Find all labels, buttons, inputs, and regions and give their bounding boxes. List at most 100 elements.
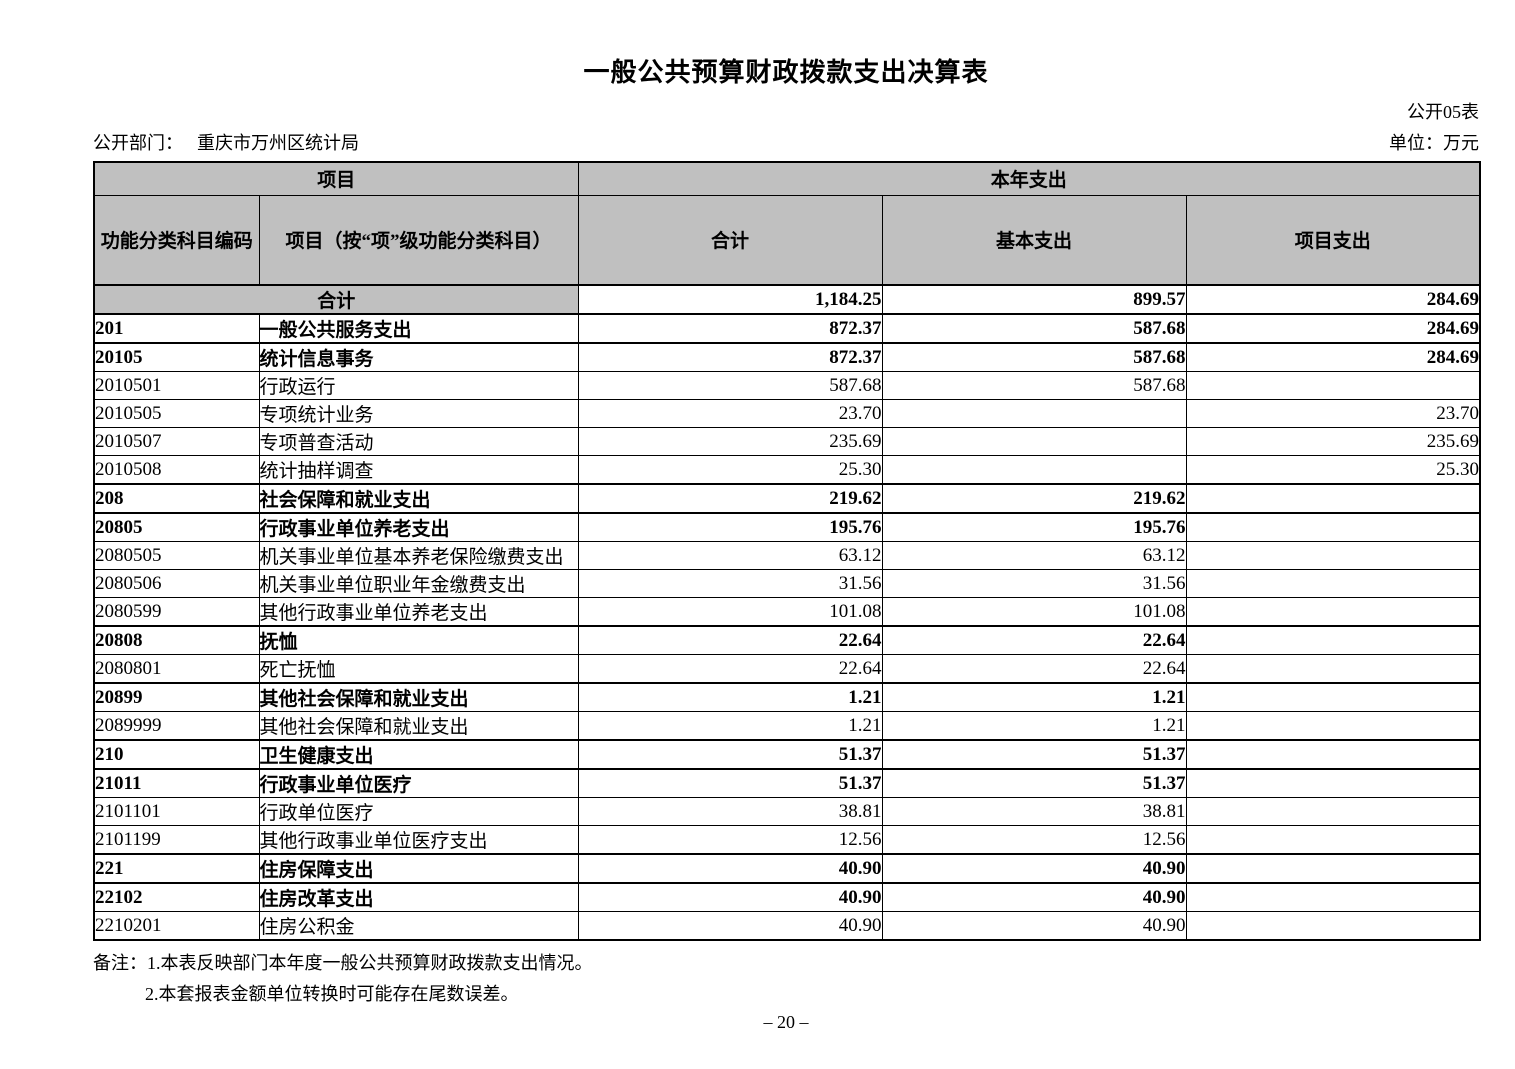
basic-cell: 40.90 [881, 853, 1187, 884]
basic-cell: 587.68 [881, 342, 1187, 372]
table-row: 2080505 机关事业单位基本养老保险缴费支出 63.12 63.12 [93, 541, 1481, 570]
header-columns-row: 功能分类科目编码 项目（按“项”级功能分类科目） 合计 基本支出 项目支出 [93, 194, 1481, 286]
total-cell: 22.64 [577, 625, 883, 655]
total-cell: 587.68 [577, 371, 883, 400]
table-row: 20899 其他社会保障和就业支出 1.21 1.21 [93, 682, 1481, 712]
col-header-total: 合计 [577, 194, 883, 286]
table-row: 20105 统计信息事务 872.37 587.68 284.69 [93, 342, 1481, 372]
total-cell: 23.70 [577, 399, 883, 428]
page-title: 一般公共预算财政拨款支出决算表 [583, 58, 989, 87]
project-cell [1185, 625, 1481, 655]
name-cell: 死亡抚恤 [258, 654, 579, 684]
budget-table: 项目 本年支出 功能分类科目编码 项目（按“项”级功能分类科目） 合计 基本支出… [93, 161, 1482, 941]
col-header-item-name: 项目（按“项”级功能分类科目） [258, 194, 579, 286]
name-cell: 其他行政事业单位养老支出 [258, 597, 579, 627]
basic-cell: 195.76 [881, 512, 1187, 542]
total-cell: 1.21 [577, 682, 883, 712]
code-cell: 20805 [93, 512, 260, 542]
name-cell: 机关事业单位职业年金缴费支出 [258, 569, 579, 598]
project-cell [1185, 483, 1481, 514]
code-cell: 20899 [93, 682, 260, 712]
code-cell: 2080505 [93, 541, 260, 570]
project-cell [1185, 597, 1481, 627]
basic-cell: 219.62 [881, 483, 1187, 514]
header-group-row: 项目 本年支出 [93, 161, 1481, 196]
code-cell: 2101199 [93, 825, 260, 855]
table-row: 21011 行政事业单位医疗 51.37 51.37 [93, 768, 1481, 798]
table-row: 208 社会保障和就业支出 219.62 219.62 [93, 483, 1481, 514]
name-cell: 统计信息事务 [258, 342, 579, 372]
total-cell: 40.90 [577, 853, 883, 884]
basic-cell: 12.56 [881, 825, 1187, 855]
basic-cell: 22.64 [881, 654, 1187, 684]
basic-cell: 899.57 [881, 284, 1187, 315]
basic-cell: 587.68 [881, 371, 1187, 400]
project-cell [1185, 853, 1481, 884]
basic-cell: 40.90 [881, 911, 1187, 941]
table-row: 20805 行政事业单位养老支出 195.76 195.76 [93, 512, 1481, 542]
department-label: 公开部门： [93, 133, 183, 153]
project-cell [1185, 911, 1481, 941]
code-cell: 201 [93, 313, 260, 344]
project-cell: 284.69 [1185, 284, 1481, 315]
code-cell: 210 [93, 739, 260, 770]
table-row: 2089999 其他社会保障和就业支出 1.21 1.21 [93, 711, 1481, 741]
project-cell [1185, 541, 1481, 570]
unit-label: 单位：万元 [1389, 133, 1479, 153]
table-row: 210 卫生健康支出 51.37 51.37 [93, 739, 1481, 770]
total-cell: 40.90 [577, 882, 883, 912]
total-cell: 31.56 [577, 569, 883, 598]
table-row: 2101101 行政单位医疗 38.81 38.81 [93, 797, 1481, 826]
table-row: 2101199 其他行政事业单位医疗支出 12.56 12.56 [93, 825, 1481, 855]
code-cell: 20808 [93, 625, 260, 655]
basic-cell: 22.64 [881, 625, 1187, 655]
total-row: 合计 1,184.25 899.57 284.69 [93, 284, 1481, 315]
name-cell: 统计抽样调查 [258, 455, 579, 485]
name-cell: 其他社会保障和就业支出 [258, 711, 579, 741]
name-cell: 其他社会保障和就业支出 [258, 682, 579, 712]
header-group-current-year-expenditure: 本年支出 [577, 161, 1481, 196]
project-cell: 23.70 [1185, 399, 1481, 428]
note-line: 2.本套报表金额单位转换时可能存在尾数误差。 [145, 984, 519, 1004]
total-cell: 872.37 [577, 313, 883, 344]
project-cell [1185, 797, 1481, 826]
table-row: 201 一般公共服务支出 872.37 587.68 284.69 [93, 313, 1481, 344]
code-cell: 2210201 [93, 911, 260, 941]
table-row: 22102 住房改革支出 40.90 40.90 [93, 882, 1481, 912]
code-cell: 22102 [93, 882, 260, 912]
table-row: 2080506 机关事业单位职业年金缴费支出 31.56 31.56 [93, 569, 1481, 598]
name-cell: 住房保障支出 [258, 853, 579, 884]
total-cell: 1.21 [577, 711, 883, 741]
total-cell: 38.81 [577, 797, 883, 826]
name-cell: 行政事业单位医疗 [258, 768, 579, 798]
basic-cell [881, 427, 1187, 456]
total-cell: 40.90 [577, 911, 883, 941]
code-cell: 2010501 [93, 371, 260, 400]
table-code-label: 公开05表 [1407, 102, 1479, 122]
project-cell: 235.69 [1185, 427, 1481, 456]
project-cell [1185, 682, 1481, 712]
project-cell [1185, 768, 1481, 798]
project-cell [1185, 569, 1481, 598]
table-row: 2010507 专项普查活动 235.69 235.69 [93, 427, 1481, 456]
code-cell: 2080506 [93, 569, 260, 598]
total-cell: 1,184.25 [577, 284, 883, 315]
total-cell: 195.76 [577, 512, 883, 542]
code-cell: 2010507 [93, 427, 260, 456]
notes: 备注：1.本表反映部门本年度一般公共预算财政拨款支出情况。 2.本套报表金额单位… [93, 948, 1479, 1010]
basic-cell: 63.12 [881, 541, 1187, 570]
project-cell [1185, 825, 1481, 855]
code-cell: 2089999 [93, 711, 260, 741]
project-cell [1185, 371, 1481, 400]
name-cell: 行政单位医疗 [258, 797, 579, 826]
name-cell: 抚恤 [258, 625, 579, 655]
code-cell: 2010505 [93, 399, 260, 428]
project-cell [1185, 739, 1481, 770]
basic-cell: 51.37 [881, 739, 1187, 770]
name-cell: 机关事业单位基本养老保险缴费支出 [258, 541, 579, 570]
name-cell: 行政运行 [258, 371, 579, 400]
basic-cell: 1.21 [881, 711, 1187, 741]
total-cell: 51.37 [577, 739, 883, 770]
name-cell: 住房公积金 [258, 911, 579, 941]
name-cell: 卫生健康支出 [258, 739, 579, 770]
